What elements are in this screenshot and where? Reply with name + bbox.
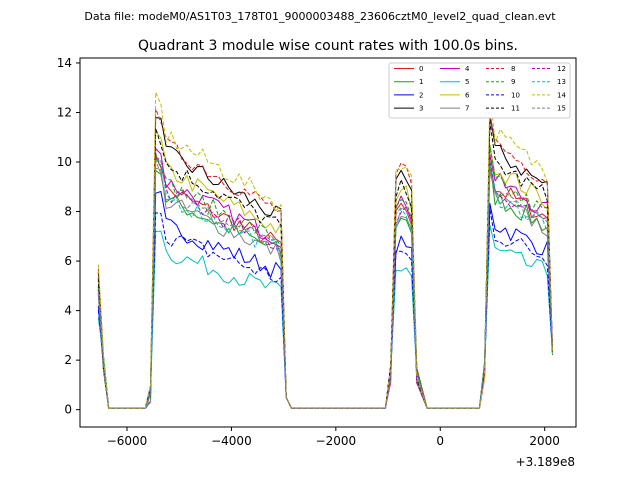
x-offset-text: +3.189e8: [516, 455, 575, 469]
series-line-10: [97, 208, 553, 409]
legend-box: [388, 62, 571, 119]
suptitle: Data file: modeM0/AS1T03_178T01_90000034…: [84, 10, 556, 23]
x-tick-label: −4000: [211, 434, 252, 448]
x-tick-label: 2000: [529, 434, 560, 448]
legend-label: 0: [419, 65, 423, 73]
series-line-11: [97, 121, 553, 409]
legend-label: 7: [465, 105, 469, 113]
y-tick-label: 0: [64, 403, 72, 417]
series-line-13: [97, 159, 553, 409]
axes-frame: [79, 57, 577, 428]
y-tick-label: 10: [57, 155, 72, 169]
y-tick-label: 12: [57, 105, 72, 119]
plot-area: [97, 89, 553, 409]
series-line-5: [97, 224, 553, 409]
legend-label: 12: [557, 65, 566, 73]
series-line-9: [97, 145, 553, 409]
series-line-4: [97, 148, 553, 409]
series-line-1: [97, 160, 553, 409]
legend-label: 4: [465, 65, 470, 73]
legend-label: 5: [465, 78, 469, 86]
x-tick-label: 0: [436, 434, 444, 448]
legend-label: 3: [419, 105, 423, 113]
legend-label: 2: [419, 91, 423, 99]
series-line-12: [97, 156, 553, 409]
series-line-14: [97, 89, 553, 409]
legend-label: 13: [557, 78, 566, 86]
legend-label: 9: [511, 78, 515, 86]
legend-label: 6: [465, 91, 470, 99]
legend-label: 11: [511, 105, 520, 113]
legend-label: 8: [511, 65, 515, 73]
legend-label: 14: [557, 91, 566, 99]
legend-label: 15: [557, 105, 566, 113]
series-group: [97, 89, 553, 409]
y-tick-label: 6: [64, 254, 72, 268]
series-line-2: [97, 191, 553, 409]
x-tick-label: −2000: [316, 434, 357, 448]
y-tick-label: 4: [64, 304, 72, 318]
y-tick-label: 14: [57, 56, 72, 70]
series-line-3: [97, 114, 553, 409]
y-tick-label: 2: [64, 353, 72, 367]
series-line-7: [97, 167, 553, 409]
x-tick-label: −6000: [107, 434, 148, 448]
y-tick-label: 8: [64, 205, 72, 219]
series-line-8: [97, 108, 553, 409]
legend-label: 1: [419, 78, 423, 86]
chart-title: Quadrant 3 module wise count rates with …: [138, 38, 518, 54]
series-line-6: [97, 130, 553, 409]
legend-label: 10: [511, 91, 520, 99]
